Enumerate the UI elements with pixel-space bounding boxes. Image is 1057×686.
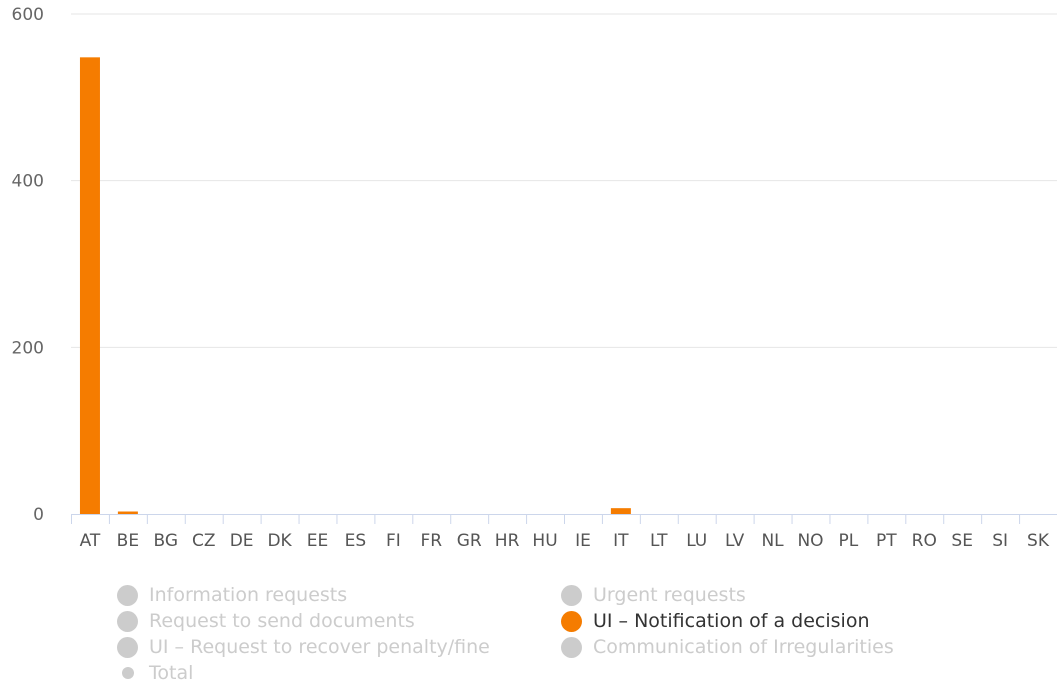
legend-label: Urgent requests	[593, 584, 746, 606]
y-tick-label: 400	[12, 172, 44, 192]
legend-item-information-requests[interactable]: Information requests	[117, 582, 347, 608]
legend-marker-icon	[561, 610, 582, 632]
x-tick-label: IE	[575, 531, 591, 551]
x-tick-label: LT	[650, 531, 668, 551]
x-tick-label: FI	[386, 531, 401, 551]
bar-IT[interactable]	[610, 508, 631, 514]
y-tick-label: 600	[12, 5, 44, 25]
legend-label: UI – Request to recover penalty/fine	[149, 636, 490, 658]
bar-BE[interactable]	[117, 511, 138, 515]
legend-label: UI – Notification of a decision	[593, 610, 870, 632]
x-tick-label: IT	[613, 531, 629, 551]
legend-item-urgent-requests[interactable]: Urgent requests	[561, 582, 746, 608]
x-tick-label: SI	[992, 531, 1008, 551]
legend-label: Total	[149, 662, 194, 684]
legend-marker-icon	[561, 584, 582, 606]
legend-item-total[interactable]: Total	[117, 660, 193, 686]
x-tick-label: CZ	[192, 531, 216, 551]
x-tick-label: SK	[1027, 531, 1050, 551]
legend-marker-icon	[117, 584, 138, 606]
legend-item-ui-notification-of-a-decision[interactable]: UI – Notification of a decision	[561, 608, 870, 634]
x-tick-label: DK	[267, 531, 292, 551]
legend-marker-icon	[117, 636, 138, 658]
x-tick-label: HR	[495, 531, 520, 551]
bar-chart: AT BE BG CZ DE DK EE ES FI FR GR HR HU IE IT LT LU LV NL NO…	[12, 5, 1057, 551]
legend-label: Request to send documents	[149, 610, 415, 632]
bars	[79, 57, 631, 515]
x-tick-label: FR	[420, 531, 442, 551]
x-tick-label: BE	[117, 531, 139, 551]
legend-label: Information requests	[149, 584, 348, 606]
bar-AT[interactable]	[79, 57, 100, 514]
x-tick-label: BG	[154, 531, 179, 551]
x-tick-label: RO	[912, 531, 937, 551]
x-tick-label: EE	[307, 531, 328, 551]
legend-marker-icon	[117, 610, 138, 632]
x-tick-label: PT	[876, 531, 897, 551]
y-axis: 0 200 400 600	[12, 5, 44, 525]
legend-item-request-to-send-documents[interactable]: Request to send documents	[117, 608, 415, 634]
x-tick-label: LV	[725, 531, 745, 551]
x-tick-label: AT	[80, 531, 101, 551]
legend-marker-icon	[122, 667, 134, 679]
x-tick-label: SE	[951, 531, 973, 551]
legend-item-communication-of-irregularities[interactable]: Communication of Irregularities	[561, 634, 894, 660]
legend-marker-icon	[561, 636, 582, 658]
x-tick-label: NO	[797, 531, 823, 551]
gridlines	[71, 13, 1057, 348]
x-tick-label: ES	[345, 531, 367, 551]
legend: Information requests Urgent requests Req…	[0, 578, 1057, 684]
y-tick-label: 200	[12, 338, 44, 358]
x-tick-label: LU	[686, 531, 707, 551]
x-tick-label: NL	[761, 531, 784, 551]
legend-item-ui-request-to-recover-penalty-fine[interactable]: UI – Request to recover penalty/fine	[117, 634, 490, 660]
x-tick-label: DE	[230, 531, 254, 551]
x-tick-label: PL	[839, 531, 859, 551]
y-tick-label: 0	[33, 505, 44, 525]
x-axis: AT BE BG CZ DE DK EE ES FI FR GR HR HU IE IT LT LU LV NL NO…	[71, 514, 1057, 551]
x-tick-label: HU	[532, 531, 557, 551]
legend-label: Communication of Irregularities	[593, 636, 894, 658]
x-tick-label: GR	[457, 531, 482, 551]
